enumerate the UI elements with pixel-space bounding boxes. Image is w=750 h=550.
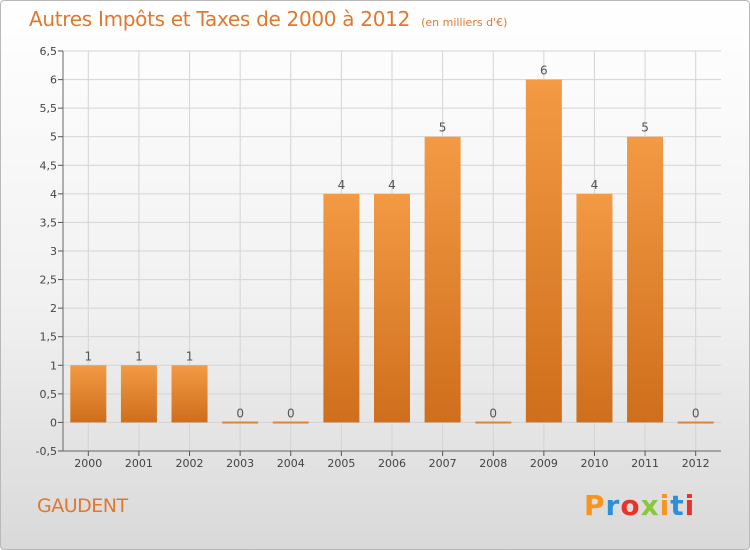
data-label: 5	[439, 121, 447, 135]
bars	[70, 79, 714, 424]
x-tick-label: 2012	[682, 457, 710, 470]
y-tick-label: 4,5	[40, 159, 58, 172]
bar-2001	[120, 365, 157, 423]
y-tick-label: 0	[50, 416, 57, 429]
x-tick-label: 2006	[378, 457, 406, 470]
bar-2003	[222, 421, 259, 424]
x-tick-label: 2011	[631, 457, 659, 470]
data-label: 5	[641, 121, 649, 135]
proxiti-logo[interactable]: Proxiti	[584, 489, 695, 522]
logo-letter: o	[620, 489, 641, 522]
bar-2010	[576, 193, 613, 423]
y-tick-label: 2	[50, 302, 57, 315]
data-label: 4	[591, 178, 599, 192]
y-tick-label: 6,5	[40, 45, 58, 58]
y-tick-label: 0,5	[40, 388, 58, 401]
data-label: 0	[287, 406, 295, 420]
y-tick-label: 1	[50, 359, 57, 372]
logo-letter: P	[584, 489, 606, 522]
y-tick-label: -0,5	[36, 445, 57, 458]
logo-letter: x	[640, 489, 660, 522]
data-label: 0	[236, 406, 244, 420]
x-tick-label: 2009	[530, 457, 558, 470]
y-tick-label: 4	[50, 188, 57, 201]
data-labels: 1 1 1 0 0 4 4 5 0 6 4 5 0	[84, 64, 699, 421]
data-label: 4	[388, 178, 396, 192]
y-tick-label: 6	[50, 74, 57, 87]
x-tick-label: 2001	[125, 457, 153, 470]
bar-2009	[525, 79, 562, 423]
logo-letter: i	[684, 489, 696, 522]
data-label: 0	[692, 406, 700, 420]
bar-2007	[424, 136, 461, 423]
logo-letter: t	[670, 489, 685, 522]
commune-name: GAUDENT	[37, 495, 128, 517]
data-label: 1	[84, 349, 92, 363]
data-label: 1	[186, 349, 194, 363]
logo-letter: i	[659, 489, 671, 522]
x-tick-label: 2008	[479, 457, 507, 470]
data-label: 0	[489, 406, 497, 420]
x-tick-label: 2004	[277, 457, 305, 470]
bar-2005	[323, 193, 360, 423]
y-tick-label: 1,5	[40, 331, 58, 344]
y-tick-label: 5	[50, 131, 57, 144]
bar-2012	[677, 421, 714, 424]
title-block: Autres Impôts et Taxes de 2000 à 2012 (e…	[29, 7, 507, 31]
data-label: 1	[135, 349, 143, 363]
axes: -0,5 0 0,5 1 1,5 2 2,5 3 3,5 4 4,5 5 5,5 6 6,5 2000 2001…	[36, 45, 721, 470]
x-tick-label: 2002	[176, 457, 204, 470]
chart-subtitle: (en milliers d'€)	[421, 16, 508, 29]
y-tick-label: 2,5	[40, 274, 58, 287]
logo-letter: r	[605, 489, 621, 522]
y-tick-label: 3	[50, 245, 57, 258]
x-tick-label: 2007	[429, 457, 457, 470]
bar-2002	[171, 365, 208, 423]
bar-2006	[374, 193, 410, 423]
x-tick-label: 2005	[327, 457, 355, 470]
bar-2004	[272, 421, 309, 424]
bar-2008	[475, 421, 512, 424]
y-tick-label: 5,5	[40, 102, 58, 115]
bar-2011	[627, 136, 664, 423]
data-label: 6	[540, 64, 548, 78]
x-tick-label: 2000	[74, 457, 102, 470]
x-tick-label: 2003	[226, 457, 254, 470]
y-tick-label: 3,5	[40, 216, 58, 229]
bar-2000	[70, 365, 107, 423]
chart-title: Autres Impôts et Taxes de 2000 à 2012	[29, 7, 410, 31]
data-label: 4	[338, 178, 346, 192]
x-tick-label: 2010	[580, 457, 608, 470]
